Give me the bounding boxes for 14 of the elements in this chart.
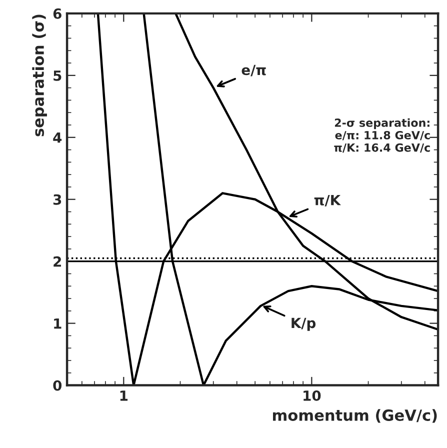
annotation: 2-σ separation: e/π: 11.8 GeV/c π/K: 16.4 GeV/c [334, 118, 430, 153]
x-tick-label: 10 [304, 390, 321, 401]
y-axis-title: separation (σ) [32, 14, 47, 136]
x-axis-title: momentum (GeV/c) [273, 409, 437, 423]
y-tick-label: 4 [53, 132, 62, 143]
y-tick-label: 3 [53, 194, 62, 205]
y-tick-label: 6 [53, 8, 62, 19]
annotation: π/K [314, 194, 342, 206]
y-tick-label: 0 [53, 380, 62, 391]
y-tick-label: 2 [54, 256, 61, 267]
y-tick-label: 5 [54, 70, 62, 81]
annotation: K/p [292, 318, 316, 331]
y-tick-label: 1 [54, 318, 62, 329]
annotation: e/π [242, 64, 266, 76]
